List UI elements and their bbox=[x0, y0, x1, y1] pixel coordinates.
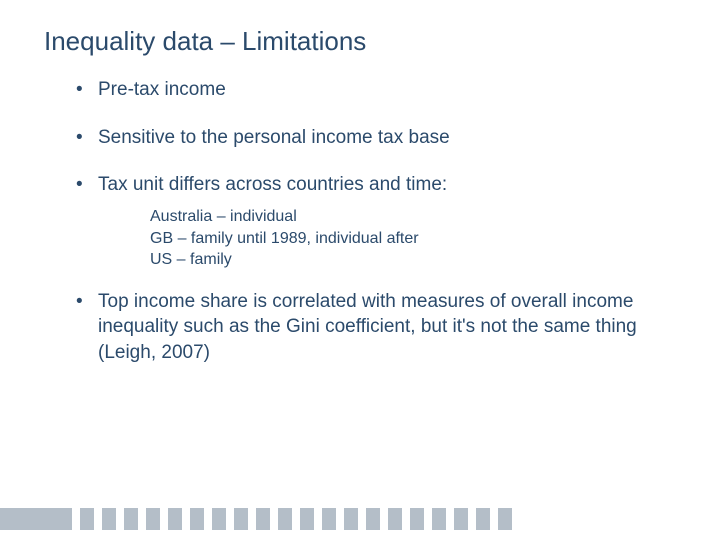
footer-solid-bar bbox=[0, 508, 72, 530]
page-title: Inequality data – Limitations bbox=[0, 0, 720, 57]
footer-tick bbox=[498, 508, 512, 530]
bullet-list: Pre-tax income Sensitive to the personal… bbox=[70, 77, 650, 366]
footer-tick bbox=[168, 508, 182, 530]
bullet-sensitive: Sensitive to the personal income tax bas… bbox=[70, 125, 650, 151]
sub-australia: Australia – individual bbox=[150, 206, 650, 228]
bullet-top-income: Top income share is correlated with meas… bbox=[70, 289, 650, 366]
footer-decoration bbox=[0, 508, 720, 530]
footer-tick bbox=[454, 508, 468, 530]
footer-tick bbox=[300, 508, 314, 530]
footer-tick bbox=[322, 508, 336, 530]
footer-tick bbox=[476, 508, 490, 530]
footer-tick bbox=[344, 508, 358, 530]
footer-tick bbox=[256, 508, 270, 530]
footer-ticks bbox=[80, 508, 520, 530]
sub-us: US – family bbox=[150, 249, 650, 271]
footer-tick bbox=[432, 508, 446, 530]
footer-tick bbox=[388, 508, 402, 530]
footer-tick bbox=[366, 508, 380, 530]
bullet-pre-tax: Pre-tax income bbox=[70, 77, 650, 103]
footer-tick bbox=[102, 508, 116, 530]
sublist-countries: Australia – individual GB – family until… bbox=[150, 206, 650, 271]
footer-tick bbox=[212, 508, 226, 530]
bullet-tax-unit: Tax unit differs across countries and ti… bbox=[70, 172, 650, 270]
footer-tick bbox=[234, 508, 248, 530]
footer-tick bbox=[124, 508, 138, 530]
footer-tick bbox=[410, 508, 424, 530]
footer-tick bbox=[278, 508, 292, 530]
footer-tick bbox=[80, 508, 94, 530]
footer-tick bbox=[190, 508, 204, 530]
sub-gb: GB – family until 1989, individual after bbox=[150, 228, 650, 250]
bullet-tax-unit-text: Tax unit differs across countries and ti… bbox=[98, 174, 447, 195]
content-area: Pre-tax income Sensitive to the personal… bbox=[0, 57, 720, 366]
footer-tick bbox=[146, 508, 160, 530]
